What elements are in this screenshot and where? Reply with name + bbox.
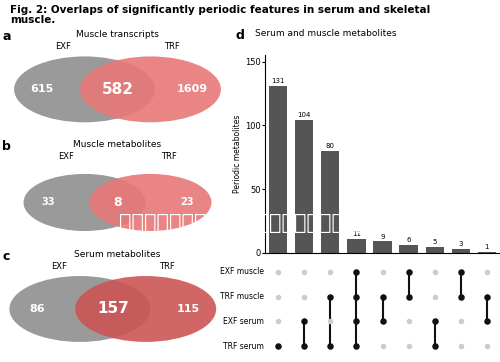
Point	[352, 269, 360, 275]
Point	[274, 343, 282, 349]
Text: 8: 8	[113, 196, 122, 209]
Circle shape	[24, 174, 146, 231]
Text: EXF serum: EXF serum	[223, 317, 264, 326]
Point	[404, 294, 412, 299]
Text: 3: 3	[458, 241, 463, 247]
Text: c: c	[2, 250, 10, 263]
Point	[300, 319, 308, 324]
Text: 582: 582	[102, 82, 134, 97]
Point	[483, 294, 491, 299]
Point	[378, 269, 386, 275]
Bar	[478, 252, 496, 253]
Text: TRF: TRF	[159, 262, 174, 271]
Text: Serum and muscle metabolites: Serum and muscle metabolites	[255, 29, 396, 38]
Text: Serum metabolites: Serum metabolites	[74, 250, 160, 259]
Text: 11: 11	[352, 231, 361, 237]
Text: 33: 33	[41, 197, 54, 207]
Circle shape	[80, 56, 221, 122]
Text: Muscle metabolites: Muscle metabolites	[74, 140, 162, 149]
Circle shape	[90, 174, 212, 231]
Point	[326, 269, 334, 275]
Circle shape	[10, 276, 150, 342]
Bar	[295, 120, 314, 253]
Circle shape	[75, 276, 216, 342]
Text: 1: 1	[484, 244, 489, 250]
Text: muscle.: muscle.	[10, 15, 56, 25]
Point	[326, 343, 334, 349]
Text: TRF: TRF	[164, 42, 180, 51]
Point	[352, 343, 360, 349]
Point	[483, 343, 491, 349]
Text: 9: 9	[380, 233, 385, 240]
Point	[430, 343, 438, 349]
Bar	[452, 249, 470, 253]
Point	[300, 269, 308, 275]
Point	[457, 269, 465, 275]
Bar	[269, 86, 287, 253]
Point	[326, 294, 334, 299]
Point	[430, 294, 438, 299]
Text: 86: 86	[30, 304, 46, 314]
Bar	[400, 245, 418, 253]
Text: Muscle transcripts: Muscle transcripts	[76, 30, 159, 39]
Point	[457, 319, 465, 324]
Text: 6: 6	[406, 237, 411, 243]
Text: 1609: 1609	[177, 84, 208, 94]
Point	[430, 269, 438, 275]
Point	[404, 269, 412, 275]
Point	[352, 319, 360, 324]
Point	[352, 294, 360, 299]
Text: 157: 157	[97, 302, 128, 316]
Text: TRF serum: TRF serum	[223, 341, 264, 350]
Point	[457, 343, 465, 349]
Text: 80: 80	[326, 143, 335, 149]
Text: 104: 104	[298, 113, 311, 118]
Text: TRF muscle: TRF muscle	[220, 292, 264, 301]
Point	[378, 319, 386, 324]
Point	[404, 319, 412, 324]
Point	[274, 294, 282, 299]
Text: EXF: EXF	[51, 262, 66, 271]
Text: 131: 131	[272, 78, 285, 84]
Text: 5: 5	[432, 239, 437, 245]
Text: 115: 115	[176, 304, 200, 314]
Point	[404, 343, 412, 349]
Point	[378, 294, 386, 299]
Text: a: a	[2, 30, 11, 43]
Text: 615: 615	[30, 84, 54, 94]
Point	[300, 294, 308, 299]
Text: EXF muscle: EXF muscle	[220, 268, 264, 277]
Point	[326, 319, 334, 324]
Point	[378, 343, 386, 349]
Bar	[347, 239, 366, 253]
Point	[274, 319, 282, 324]
Text: d: d	[235, 29, 244, 42]
Text: b: b	[2, 140, 11, 153]
Point	[483, 319, 491, 324]
Y-axis label: Periodic metabolites: Periodic metabolites	[234, 115, 242, 193]
Circle shape	[14, 56, 155, 122]
Bar	[426, 247, 444, 253]
Point	[483, 269, 491, 275]
Text: 篮球比赛裁判监督机制优化建议及改进路径探讨: 篮球比赛裁判监督机制优化建议及改进路径探讨	[119, 212, 382, 233]
Text: Fig. 2: Overlaps of significantly periodic features in serum and skeletal: Fig. 2: Overlaps of significantly period…	[10, 5, 430, 16]
Bar	[321, 151, 340, 253]
Bar	[374, 241, 392, 253]
Text: TRF: TRF	[161, 152, 176, 161]
Text: 23: 23	[180, 197, 194, 207]
Point	[430, 319, 438, 324]
Point	[457, 294, 465, 299]
Point	[274, 269, 282, 275]
Text: EXF: EXF	[56, 42, 72, 51]
Point	[300, 343, 308, 349]
Text: EXF: EXF	[58, 152, 74, 161]
